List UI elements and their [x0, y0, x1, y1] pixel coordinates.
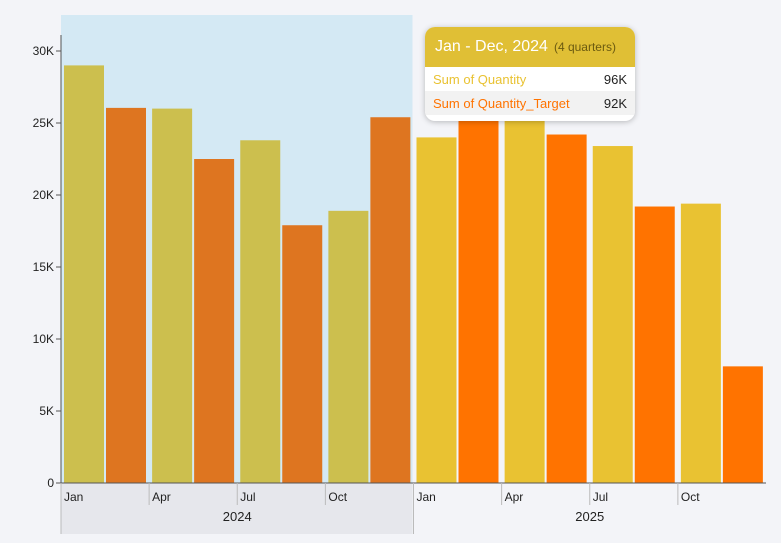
- x-tick-label: Apr: [152, 490, 171, 504]
- bar-quantity-target-3[interactable]: [370, 117, 411, 484]
- y-tick-label: 0: [47, 476, 54, 490]
- x-tick-label: Oct: [681, 490, 700, 504]
- y-tick-label: 30K: [33, 44, 54, 58]
- year-label: 2024: [223, 509, 252, 524]
- bar-quantity-6[interactable]: [592, 146, 633, 484]
- bar-quantity-target-1[interactable]: [194, 159, 235, 483]
- bar-quantity-3[interactable]: [328, 210, 369, 483]
- x-tick-label: Apr: [505, 490, 524, 504]
- x-tick-label: Jan: [64, 490, 83, 504]
- y-tick-label: 20K: [33, 188, 54, 202]
- tooltip-row-label: Sum of Quantity: [433, 71, 527, 87]
- y-tick-label: 10K: [33, 332, 54, 346]
- bar-quantity-target-5[interactable]: [546, 134, 587, 483]
- bar-quantity-target-2[interactable]: [282, 225, 323, 484]
- tooltip-row-quantity: Sum of Quantity 96K: [425, 67, 635, 91]
- x-tick-label: Oct: [328, 490, 347, 504]
- bar-quantity-1[interactable]: [152, 108, 193, 483]
- y-tick-label: 5K: [39, 404, 54, 418]
- x-tick-label: Jan: [417, 490, 436, 504]
- y-axis: 0 5K 10K 15K 20K 25K 30K: [33, 35, 62, 490]
- x-tick-label: Jul: [240, 490, 255, 504]
- y-tick-label: 15K: [33, 260, 54, 274]
- tooltip-header: Jan - Dec, 2024 (4 quarters): [425, 27, 635, 67]
- tooltip-row-target: Sum of Quantity_Target 92K: [425, 91, 635, 115]
- tooltip-row-value: 92K: [603, 95, 627, 111]
- bar-quantity-7[interactable]: [680, 203, 721, 483]
- bar-quantity-target-6[interactable]: [634, 206, 675, 483]
- bar-quantity-2[interactable]: [240, 140, 281, 483]
- bar-quantity-target-7[interactable]: [722, 366, 763, 483]
- chart-tooltip: Jan - Dec, 2024 (4 quarters) Sum of Quan…: [425, 27, 635, 121]
- bar-quantity-target-0[interactable]: [106, 107, 146, 483]
- bar-quantity-0[interactable]: [64, 65, 104, 484]
- bar-quantity-target-4[interactable]: [458, 110, 499, 483]
- x-tick-label: Jul: [593, 490, 608, 504]
- bar-quantity-5[interactable]: [504, 88, 545, 483]
- tooltip-title: Jan - Dec, 2024: [435, 38, 548, 55]
- tooltip-row-label: Sum of Quantity_Target: [433, 95, 570, 111]
- tooltip-row-value: 96K: [603, 71, 627, 87]
- y-tick-label: 25K: [33, 116, 54, 130]
- tooltip-subtitle: (4 quarters): [553, 40, 616, 54]
- year-label: 2025: [575, 509, 604, 524]
- bar-quantity-4[interactable]: [416, 137, 457, 483]
- x-axis: Jan Apr Jul Oct Jan Apr Jul Oct 2024 2025: [60, 482, 766, 534]
- bars-group[interactable]: [64, 65, 763, 484]
